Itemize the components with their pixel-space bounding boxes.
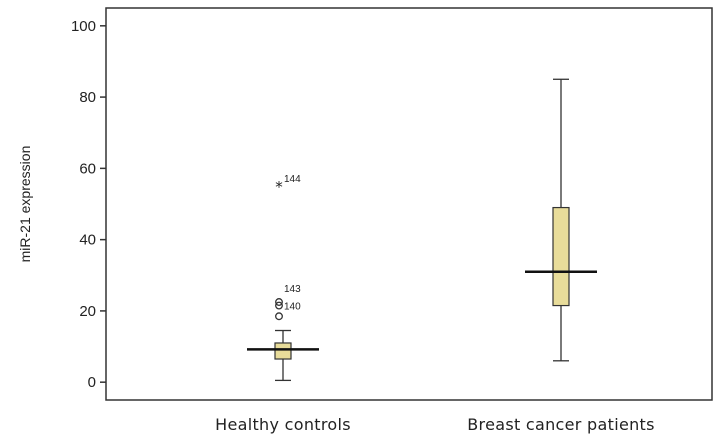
outlier-label: 143 — [284, 284, 301, 295]
outlier-circle — [275, 312, 283, 321]
outlier-circle — [275, 301, 283, 310]
boxes: * 144 143 140 — [247, 78, 597, 382]
box-breast-cancer-patients — [525, 78, 597, 362]
outlier-circle — [275, 298, 283, 306]
y-axis-ticks: 0 20 40 60 80 100 — [71, 18, 106, 391]
y-tick-label: 60 — [79, 160, 96, 177]
y-tick-label: 100 — [71, 18, 96, 35]
iqr-box — [552, 206, 570, 307]
y-tick-label: 20 — [79, 303, 96, 320]
y-axis-title: miR-21 expression — [17, 146, 33, 263]
y-tick-label: 80 — [79, 89, 96, 106]
x-category-label: Healthy controls — [215, 415, 351, 434]
iqr-box — [274, 342, 292, 360]
outlier-label: 144 — [284, 174, 301, 185]
outlier-star: * — [275, 178, 283, 196]
x-axis-category-labels: Healthy controls Breast cancer patients — [215, 415, 654, 434]
box-healthy-controls: * 144 143 140 — [247, 174, 319, 382]
y-tick-label: 0 — [88, 374, 96, 391]
axes — [105, 7, 713, 401]
plot-frame — [105, 7, 713, 401]
outlier-label: 140 — [284, 302, 301, 313]
x-category-label: Breast cancer patients — [467, 415, 654, 434]
y-tick-label: 40 — [79, 232, 96, 249]
